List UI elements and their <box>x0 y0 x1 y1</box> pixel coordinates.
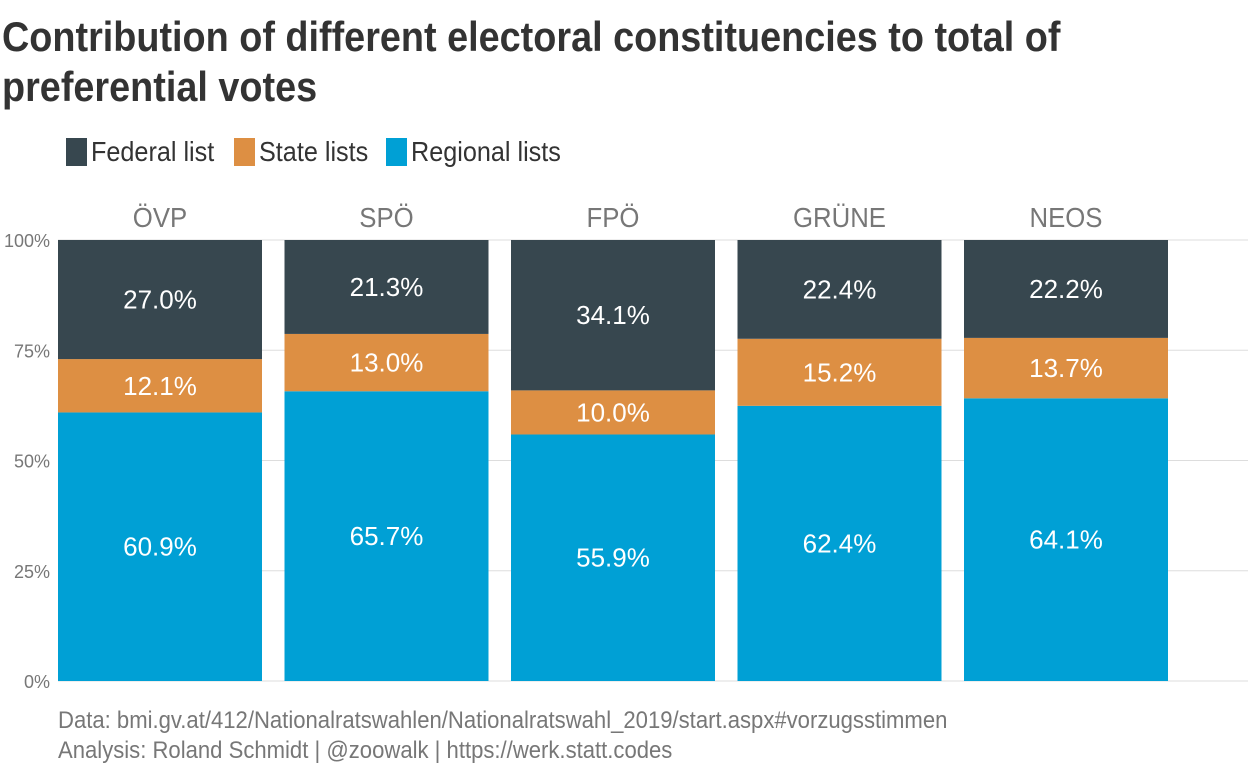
bar-segment-regional-lists <box>511 434 715 681</box>
legend-swatch-regional <box>386 138 408 166</box>
legend-label-state: State lists <box>258 136 369 167</box>
y-tick-label: 25% <box>14 562 50 582</box>
legend: Federal list State lists Regional lists <box>66 134 584 170</box>
bar-segment-regional-lists <box>284 391 489 681</box>
bar-segment-state-lists <box>58 359 262 413</box>
chart-title: Contribution of different electoral cons… <box>2 13 1061 110</box>
data-label: 13.0% <box>350 348 424 378</box>
data-label: 22.2% <box>1029 274 1103 304</box>
y-tick-label: 0% <box>24 672 50 692</box>
data-label: 21.3% <box>350 272 424 302</box>
legend-item-regional: Regional lists <box>386 136 578 168</box>
facet-label-0: ÖVP <box>133 202 187 233</box>
bar-segment-state-lists <box>964 337 1168 399</box>
stacked-bar-chart: 0% 25% 50% 75% 100% ÖVP 60.9% 12.1% 27.0% SPÖ 65.7… <box>4 202 1248 692</box>
data-label: 34.1% <box>576 300 650 330</box>
legend-swatch-federal <box>66 138 87 166</box>
y-tick-label: 75% <box>14 341 50 361</box>
bar-segment-state-lists <box>737 338 942 406</box>
caption-analysis: Analysis: Roland Schmidt | @zoowalk | ht… <box>58 737 673 764</box>
data-label: 55.9% <box>576 543 650 573</box>
bar-segment-federal-list <box>284 240 489 334</box>
facet-label-2: FPÖ <box>587 202 640 233</box>
data-label: 27.0% <box>123 285 197 315</box>
data-label: 62.4% <box>803 528 877 558</box>
facet-label-3: GRÜNE <box>793 202 886 233</box>
bar-segment-federal-list <box>58 240 262 360</box>
data-label: 12.1% <box>123 371 197 401</box>
y-tick-label: 100% <box>4 231 50 251</box>
facet-label-4: NEOS <box>1030 202 1103 233</box>
legend-item-federal: Federal list <box>66 136 228 168</box>
legend-label-regional: Regional lists <box>411 136 562 167</box>
legend-swatch-state <box>233 138 255 166</box>
data-label: 22.4% <box>803 274 877 304</box>
bar-segment-federal-list <box>964 240 1168 338</box>
bar-segment-federal-list <box>511 240 715 391</box>
data-label: 64.1% <box>1029 525 1103 555</box>
bar-segment-regional-lists <box>964 398 1168 681</box>
y-tick-label: 50% <box>14 452 50 472</box>
data-label: 10.0% <box>576 397 650 427</box>
bar-segment-regional-lists <box>58 412 262 681</box>
data-label: 60.9% <box>123 532 197 562</box>
bar-segment-state-lists <box>511 390 715 435</box>
legend-label-federal: Federal list <box>91 136 215 167</box>
caption: Data: bmi.gv.at/412/Nationalratswahlen/N… <box>58 706 1238 766</box>
data-label: 15.2% <box>803 357 877 387</box>
legend-item-state: State lists <box>233 136 380 168</box>
data-label: 13.7% <box>1029 353 1103 383</box>
bar-segment-regional-lists <box>737 405 942 681</box>
bar-segment-state-lists <box>284 333 489 392</box>
caption-data-source: Data: bmi.gv.at/412/Nationalratswahlen/N… <box>58 707 948 734</box>
data-label: 65.7% <box>350 521 424 551</box>
bar-segment-federal-list <box>737 240 942 339</box>
facet-label-1: SPÖ <box>359 202 413 233</box>
